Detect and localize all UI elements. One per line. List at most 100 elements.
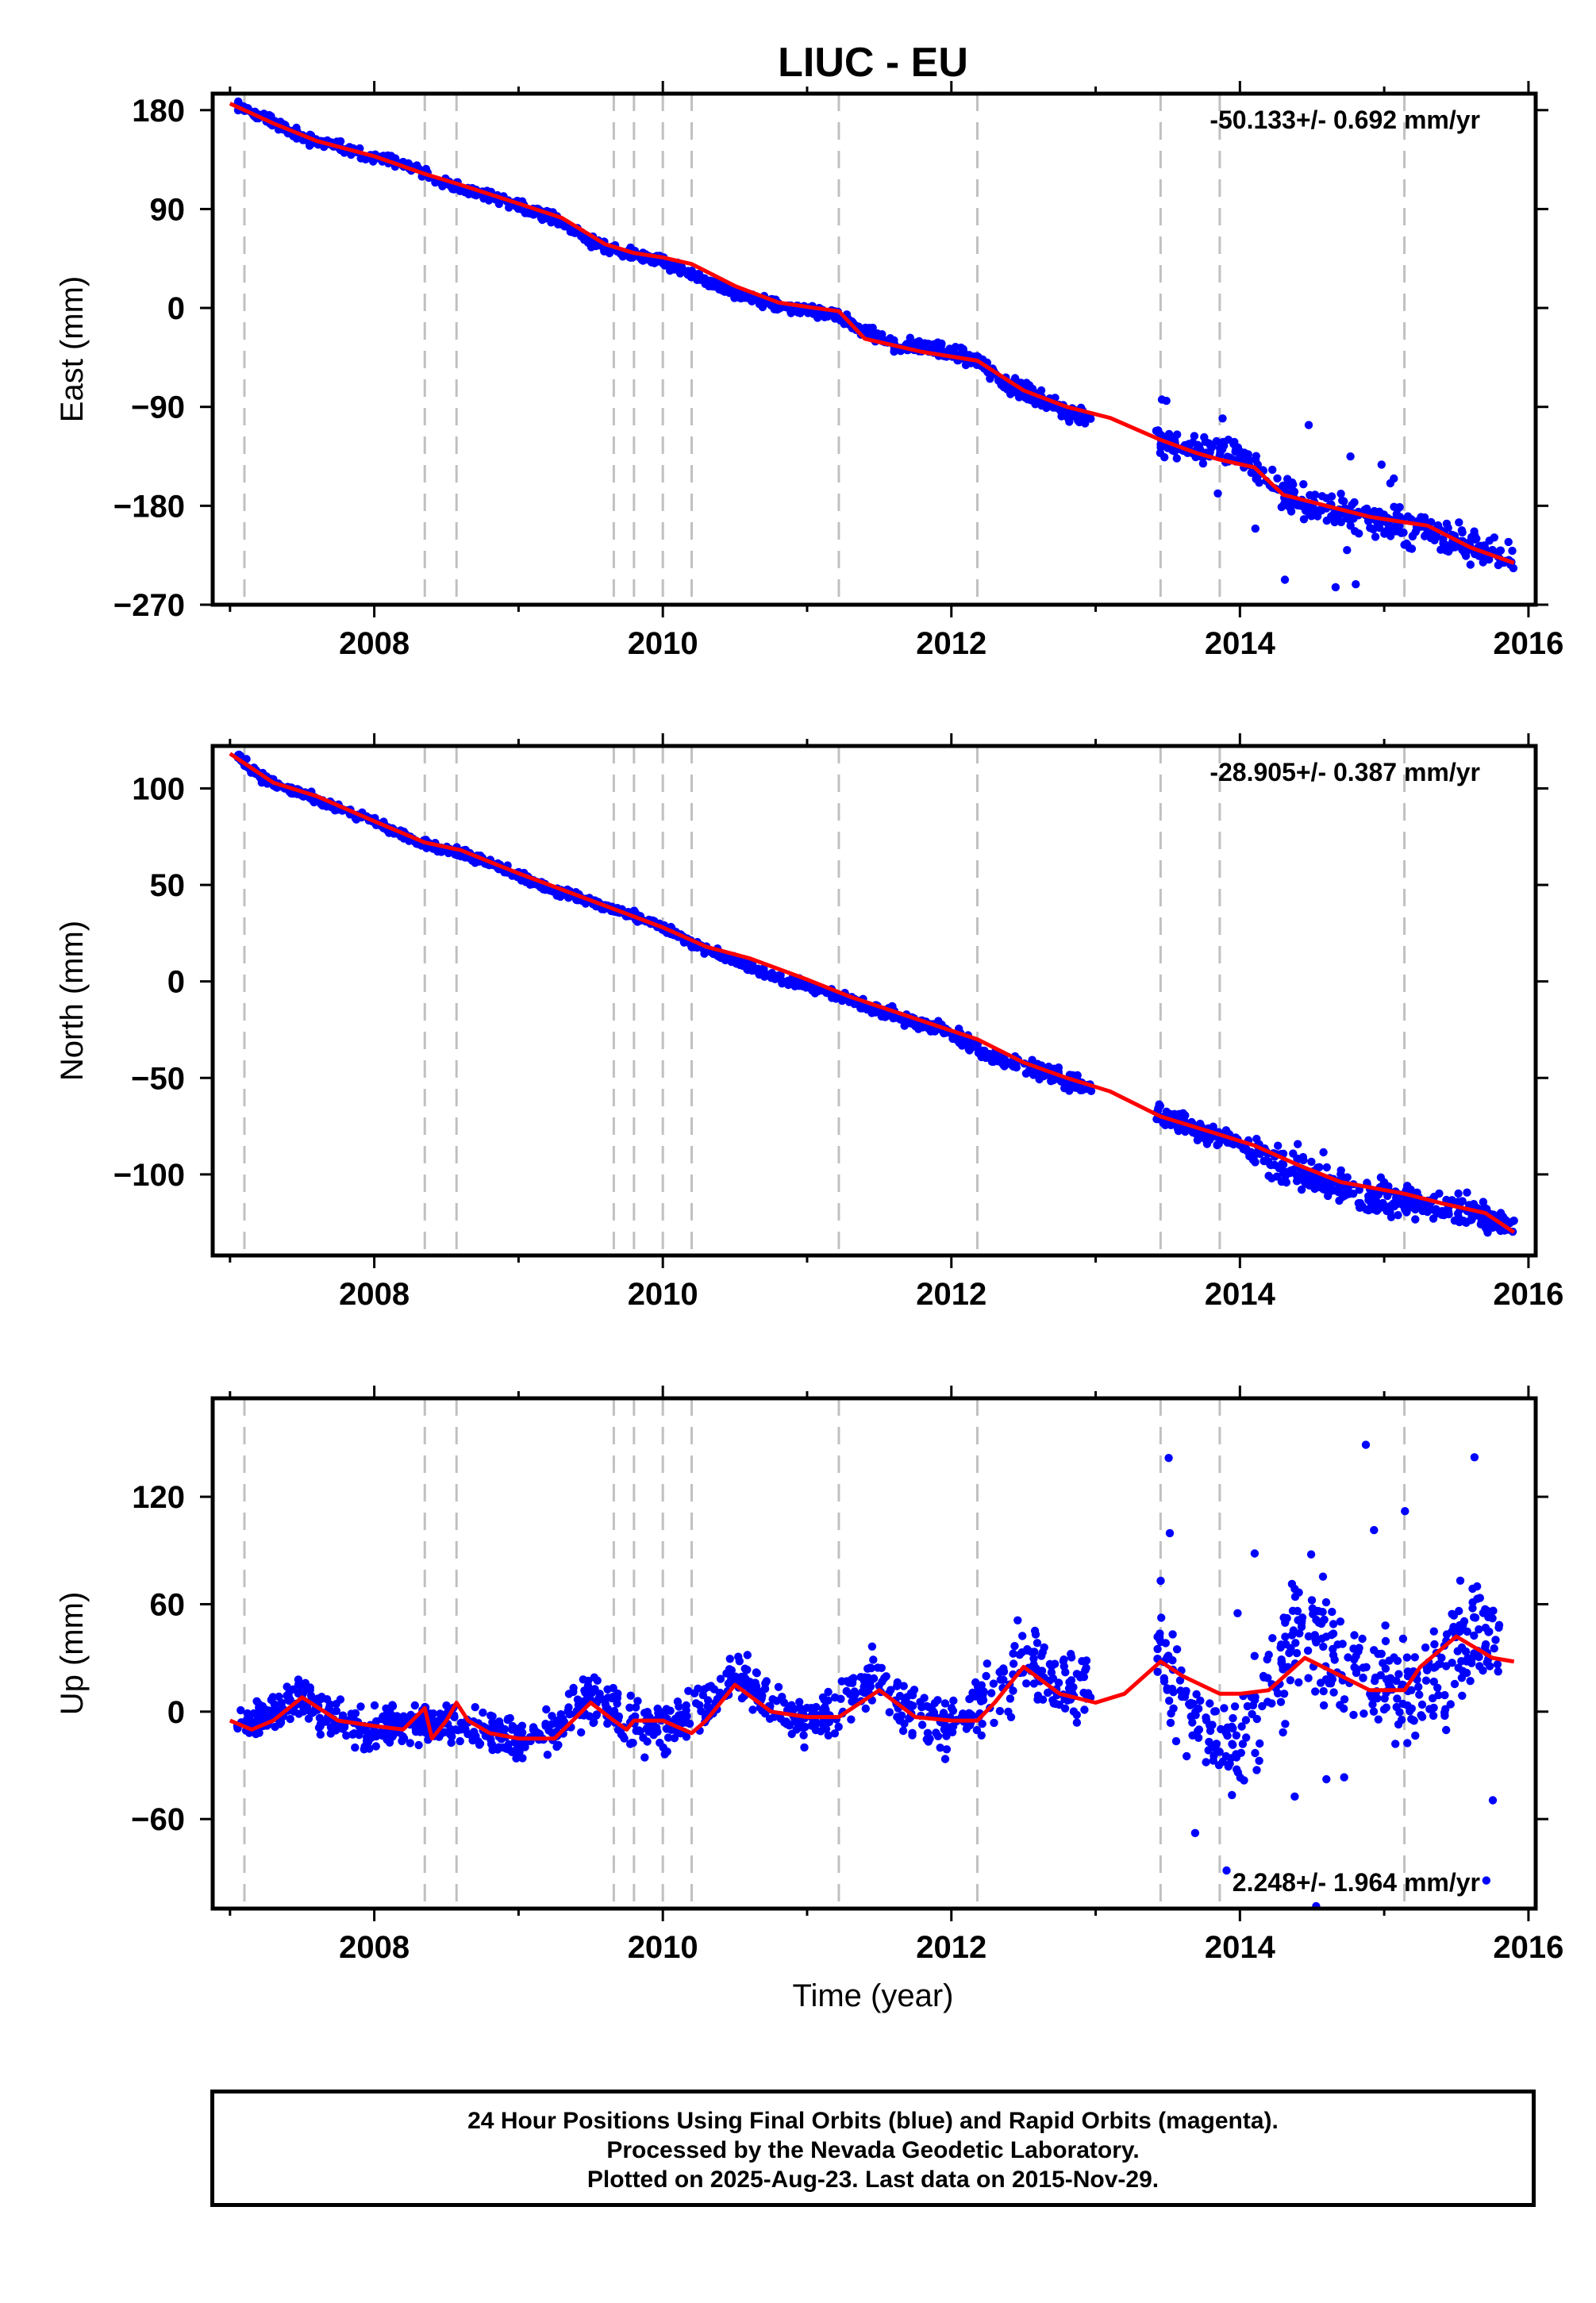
data-point bbox=[1047, 1073, 1056, 1082]
data-point bbox=[1336, 490, 1345, 498]
data-point bbox=[732, 959, 740, 967]
data-point bbox=[1162, 396, 1171, 406]
data-point bbox=[660, 1709, 669, 1717]
data-point bbox=[1477, 1217, 1486, 1225]
y-axis-label: East (mm) bbox=[55, 276, 90, 422]
data-point bbox=[521, 878, 530, 886]
data-point bbox=[1006, 1694, 1015, 1703]
data-point bbox=[1329, 1688, 1338, 1697]
data-point bbox=[1430, 1640, 1439, 1649]
data-point bbox=[598, 1694, 606, 1704]
data-point bbox=[332, 1706, 341, 1716]
x-tick-label: 2010 bbox=[628, 626, 698, 661]
data-point bbox=[748, 1705, 757, 1714]
data-point bbox=[1470, 527, 1479, 536]
data-point bbox=[1311, 1687, 1320, 1696]
data-point bbox=[243, 1709, 252, 1718]
data-point bbox=[633, 1697, 642, 1705]
data-point bbox=[475, 1740, 485, 1748]
data-point bbox=[1461, 1647, 1471, 1656]
data-point bbox=[1488, 545, 1497, 555]
data-point bbox=[866, 1682, 875, 1691]
data-point bbox=[1206, 1726, 1215, 1736]
data-point bbox=[1416, 1203, 1425, 1212]
data-point bbox=[592, 1711, 601, 1720]
data-point bbox=[1183, 1751, 1191, 1761]
data-point bbox=[1015, 1651, 1025, 1659]
data-point bbox=[710, 1685, 719, 1694]
data-point bbox=[834, 1722, 843, 1732]
data-point bbox=[541, 1720, 551, 1729]
data-point bbox=[1382, 1703, 1391, 1712]
data-point bbox=[1463, 1627, 1472, 1636]
data-point bbox=[494, 1717, 504, 1726]
data-point bbox=[875, 1682, 883, 1690]
panel-east: 2008 2010 2012 2014 2016 180 90 0 −90 −180 −270 Eas… bbox=[55, 81, 1563, 661]
data-point bbox=[1315, 1163, 1324, 1172]
panel-north: 2008 2010 2012 2014 2016 100 50 0 −50 −100 North (… bbox=[55, 733, 1563, 1312]
data-point bbox=[1394, 1670, 1403, 1678]
data-point bbox=[1164, 1454, 1173, 1463]
data-point bbox=[388, 1701, 398, 1711]
data-point bbox=[1480, 541, 1489, 550]
data-point bbox=[554, 1740, 563, 1749]
y-axis-label: Up (mm) bbox=[55, 1592, 90, 1716]
y-tick-label: −90 bbox=[131, 390, 185, 425]
data-point bbox=[847, 1715, 856, 1724]
data-point bbox=[908, 1731, 917, 1740]
data-point bbox=[1397, 1716, 1406, 1724]
y-tick-label: −100 bbox=[113, 1158, 185, 1193]
data-point bbox=[942, 1745, 952, 1754]
data-point bbox=[1224, 1762, 1233, 1771]
data-point bbox=[398, 1736, 406, 1746]
data-point bbox=[712, 278, 721, 287]
data-point bbox=[1394, 1211, 1402, 1220]
data-point bbox=[971, 1678, 980, 1687]
data-point bbox=[1028, 1055, 1036, 1064]
data-point bbox=[1373, 1694, 1382, 1703]
data-point bbox=[1070, 412, 1079, 421]
data-point bbox=[1494, 560, 1503, 570]
data-point bbox=[1504, 537, 1513, 547]
data-point bbox=[1457, 526, 1467, 535]
data-point bbox=[1458, 544, 1467, 554]
data-point bbox=[1285, 498, 1294, 508]
data-point bbox=[1371, 532, 1380, 541]
data-point bbox=[1482, 1876, 1491, 1885]
data-point bbox=[663, 1733, 673, 1742]
data-point bbox=[1433, 1209, 1441, 1218]
data-point bbox=[1496, 1209, 1506, 1217]
data-point bbox=[883, 1012, 891, 1021]
data-point bbox=[824, 1731, 833, 1740]
data-point bbox=[1450, 1216, 1459, 1225]
data-point bbox=[1274, 1141, 1283, 1150]
data-point bbox=[1022, 379, 1031, 387]
data-point bbox=[1440, 1690, 1449, 1700]
data-point bbox=[1453, 1209, 1463, 1218]
data-point bbox=[1023, 1645, 1032, 1654]
data-point bbox=[1156, 448, 1165, 457]
data-point bbox=[670, 260, 679, 270]
data-point bbox=[1317, 1634, 1327, 1643]
data-point bbox=[1371, 1676, 1379, 1686]
data-point bbox=[1165, 1696, 1174, 1705]
x-tick-label: 2008 bbox=[339, 1277, 410, 1312]
data-point bbox=[446, 1724, 455, 1734]
data-point bbox=[342, 1731, 351, 1740]
data-point bbox=[640, 1753, 649, 1762]
data-point bbox=[518, 1754, 527, 1763]
data-point bbox=[770, 972, 779, 982]
data-point bbox=[986, 375, 994, 383]
data-point bbox=[1209, 1122, 1217, 1131]
data-point bbox=[695, 1701, 704, 1709]
data-point bbox=[1157, 1613, 1166, 1622]
data-point bbox=[1285, 1648, 1294, 1658]
data-point bbox=[978, 1720, 986, 1728]
data-point bbox=[338, 1711, 348, 1720]
data-point bbox=[1267, 1699, 1276, 1708]
data-point bbox=[959, 1709, 967, 1718]
data-point bbox=[1459, 1667, 1467, 1675]
data-point bbox=[1391, 1740, 1400, 1748]
data-point bbox=[488, 1718, 497, 1727]
